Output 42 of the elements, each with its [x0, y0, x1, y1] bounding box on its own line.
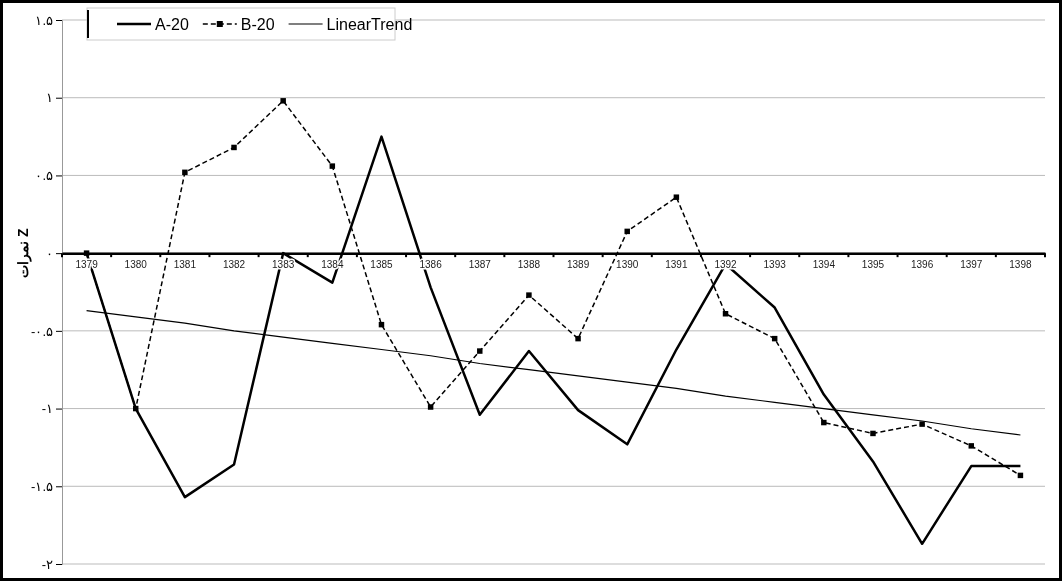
x-tick-label: 1391: [665, 259, 688, 271]
x-tick-label: 1388: [517, 259, 541, 271]
x-tick-label: 1381: [173, 259, 197, 271]
legend-label: LinearTrend: [326, 16, 413, 33]
point: [673, 194, 680, 200]
point: [182, 169, 188, 176]
legend-label: B-20: [240, 16, 275, 33]
point: [329, 163, 336, 169]
y-axis-title: نمرات Z: [15, 227, 32, 278]
x-tick-label: 1396: [911, 259, 934, 271]
x-tick-label: 1393: [763, 259, 787, 271]
point: [526, 292, 532, 298]
legend-label: A-20: [155, 16, 189, 33]
point: [477, 348, 483, 354]
point: [821, 419, 827, 426]
x-tick-label: 1397: [960, 259, 983, 271]
point: [231, 144, 237, 151]
point: [280, 98, 286, 104]
x-tick-label: 1387: [468, 259, 492, 271]
point: [624, 228, 630, 235]
x-tick-label: 1394: [812, 259, 836, 271]
y-tick-label: ۰: [46, 245, 53, 261]
x-tick-label: 1380: [124, 259, 148, 271]
point: [427, 404, 434, 410]
x-tick-label: 1385: [370, 259, 394, 271]
y-tick-label: -۱.۵: [31, 478, 53, 494]
x-tick-label: 1395: [861, 259, 885, 271]
x-tick-label: 1382: [222, 259, 246, 271]
y-tick-label: ۰.۵: [35, 168, 53, 184]
y-tick-label: -۱: [41, 401, 53, 417]
x-tick-label: 1389: [566, 259, 590, 271]
y-tick-label: -۰.۵: [31, 323, 53, 339]
x-tick-label: 1392: [714, 259, 738, 271]
x-tick-label: 1398: [1009, 259, 1032, 271]
point: [870, 430, 876, 437]
y-tick-label: ۱: [46, 90, 53, 106]
point: [968, 443, 975, 449]
y-tick-label: ۱.۵: [35, 12, 53, 28]
point: [919, 421, 925, 427]
y-tick-label: -۲: [41, 556, 53, 572]
x-tick-label: 1390: [616, 259, 639, 271]
point: [575, 335, 581, 342]
